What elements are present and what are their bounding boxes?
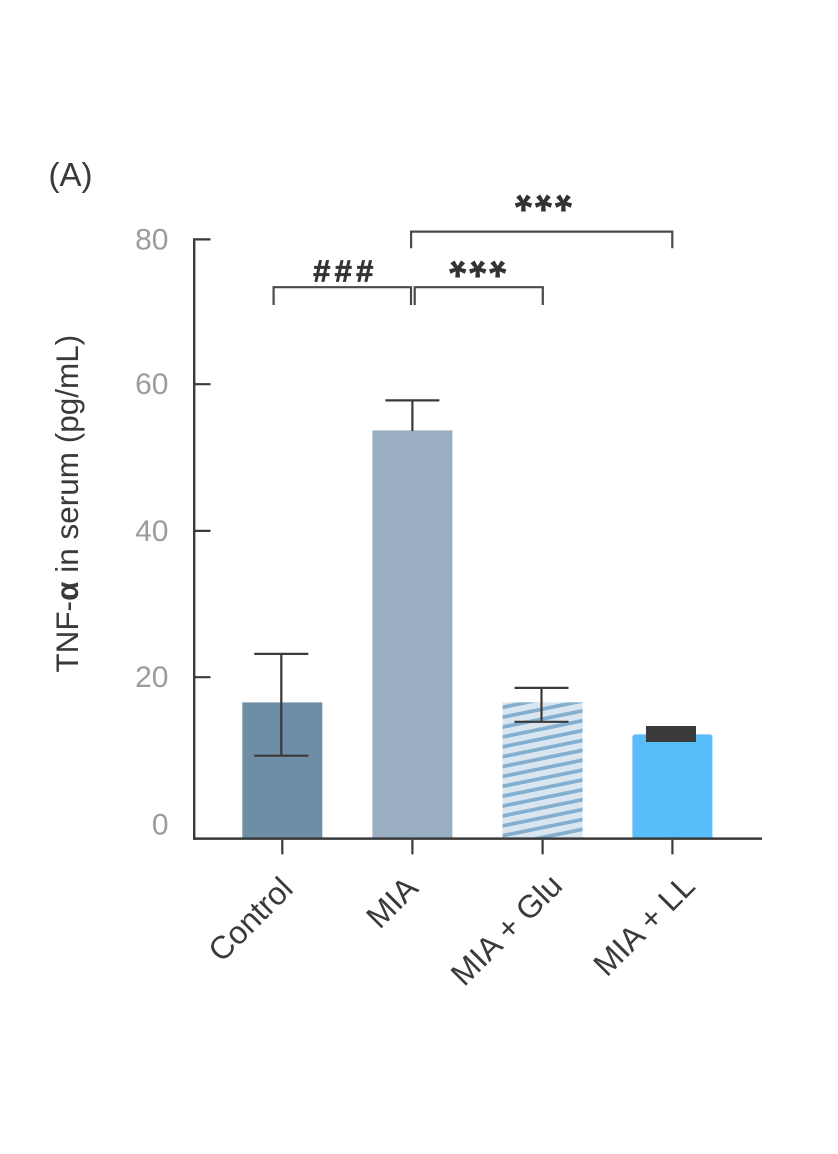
svg-text:20: 20 — [135, 661, 168, 694]
svg-text:*: * — [554, 170, 572, 221]
svg-text:###: ### — [313, 254, 378, 289]
svg-text:Control: Control — [201, 870, 299, 968]
svg-text:0: 0 — [152, 808, 169, 841]
svg-text:*: * — [468, 236, 486, 287]
svg-text:TNF-α in serum (pg/mL): TNF-α in serum (pg/mL) — [49, 335, 85, 673]
svg-text:*: * — [488, 236, 506, 287]
svg-text:MIA + Glu: MIA + Glu — [444, 867, 569, 992]
svg-text:MIA: MIA — [359, 869, 425, 935]
svg-text:*: * — [514, 170, 532, 221]
svg-text:40: 40 — [135, 515, 168, 548]
svg-text:80: 80 — [135, 223, 168, 256]
svg-text:*: * — [448, 236, 466, 287]
svg-text:60: 60 — [135, 368, 168, 401]
svg-text:MIA + LL: MIA + LL — [586, 867, 701, 982]
svg-text:(A): (A) — [49, 156, 93, 193]
svg-text:*: * — [534, 170, 552, 221]
